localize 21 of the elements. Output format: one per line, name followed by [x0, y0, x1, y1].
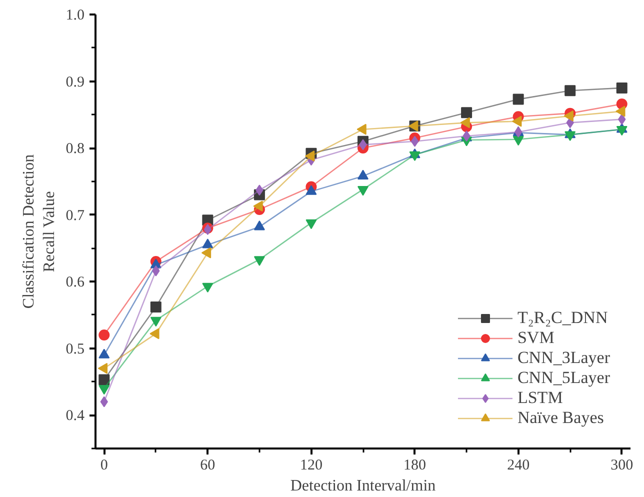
x-tick-label: 300 — [610, 458, 634, 474]
y-tick-label: 0.9 — [66, 74, 84, 90]
legend-label: SVM — [517, 328, 554, 348]
y-tick-label: 0.5 — [66, 341, 84, 358]
x-tick-label: 0 — [100, 458, 108, 474]
legend-label: Naïve Bayes — [517, 408, 604, 428]
legend-label: T₂R₂C_DNN — [517, 308, 608, 328]
x-axis-title: Detection Interval/min — [290, 478, 436, 494]
y-tick-label: 0.6 — [66, 274, 85, 291]
legend-label: LSTM — [517, 388, 563, 408]
x-tick-label: 240 — [507, 458, 530, 474]
y-axis-title: Classification Detection Recall Value — [20, 154, 58, 309]
legend-label: CNN_3Layer — [517, 348, 610, 368]
x-tick-label: 120 — [300, 458, 322, 474]
x-tick-label: 60 — [200, 458, 216, 474]
y-tick-label: 0.7 — [66, 208, 85, 224]
y-tick-label: 1.0 — [66, 8, 84, 24]
y-tick-label: 0.4 — [66, 408, 85, 424]
legend-label: CNN_5Layer — [517, 368, 610, 388]
x-tick-label: 180 — [404, 458, 426, 474]
y-tick-label: 0.8 — [66, 141, 84, 158]
